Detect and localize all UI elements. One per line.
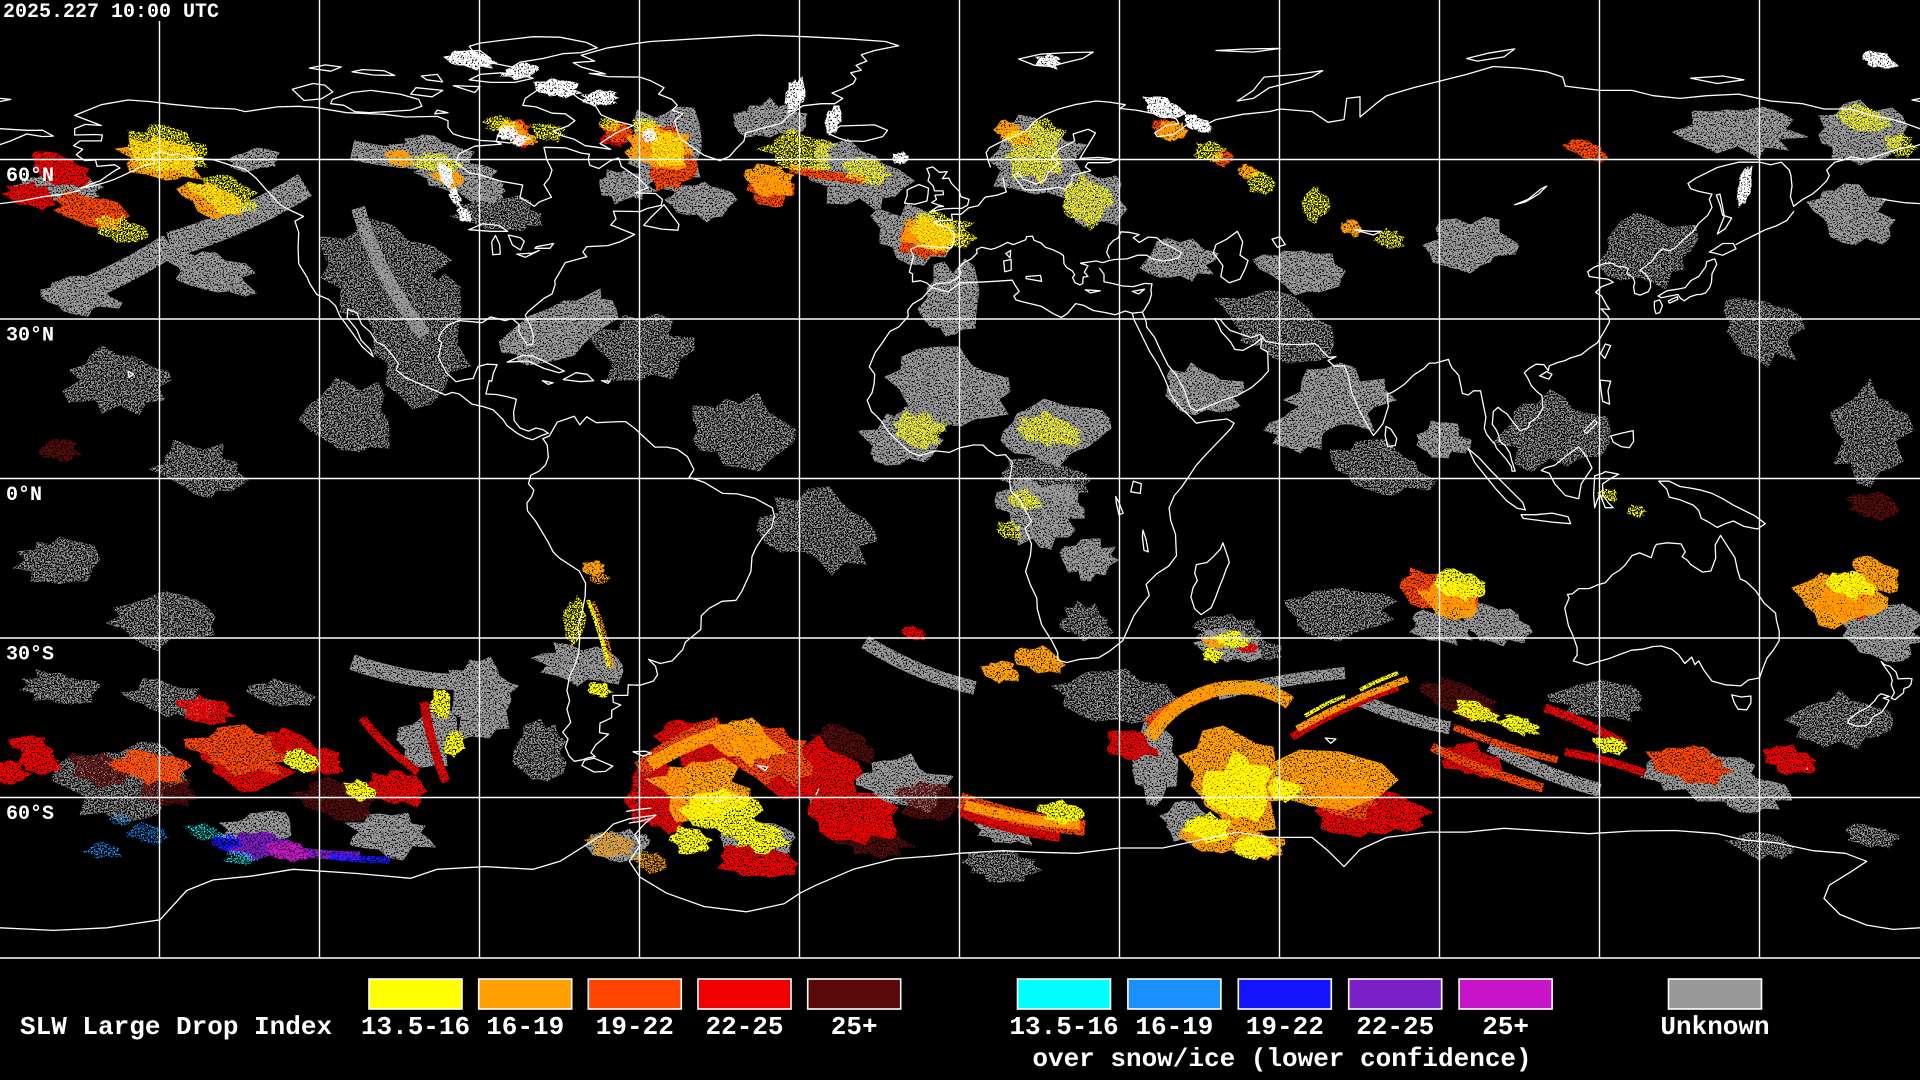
svg-text:13.5-16: 13.5-16	[1009, 1012, 1118, 1042]
svg-text:60°S: 60°S	[6, 803, 54, 826]
svg-text:2025.227 10:00 UTC: 2025.227 10:00 UTC	[3, 1, 219, 24]
svg-text:22-25: 22-25	[705, 1012, 783, 1042]
svg-text:30°N: 30°N	[6, 325, 54, 348]
svg-text:over snow/ice (lower confidenc: over snow/ice (lower confidence)	[1032, 1044, 1531, 1074]
svg-text:19-22: 19-22	[1246, 1012, 1324, 1042]
svg-text:Unknown: Unknown	[1660, 1012, 1769, 1042]
svg-text:SLW Large Drop Index: SLW Large Drop Index	[20, 1012, 332, 1042]
svg-text:30°S: 30°S	[6, 644, 54, 667]
svg-text:25+: 25+	[1482, 1012, 1529, 1042]
svg-text:60°N: 60°N	[6, 165, 54, 188]
svg-text:16-19: 16-19	[486, 1012, 564, 1042]
svg-text:22-25: 22-25	[1356, 1012, 1434, 1042]
svg-text:13.5-16: 13.5-16	[361, 1012, 470, 1042]
svg-text:19-22: 19-22	[596, 1012, 674, 1042]
svg-text:0°N: 0°N	[6, 484, 42, 507]
svg-text:16-19: 16-19	[1135, 1012, 1213, 1042]
svg-text:25+: 25+	[831, 1012, 878, 1042]
